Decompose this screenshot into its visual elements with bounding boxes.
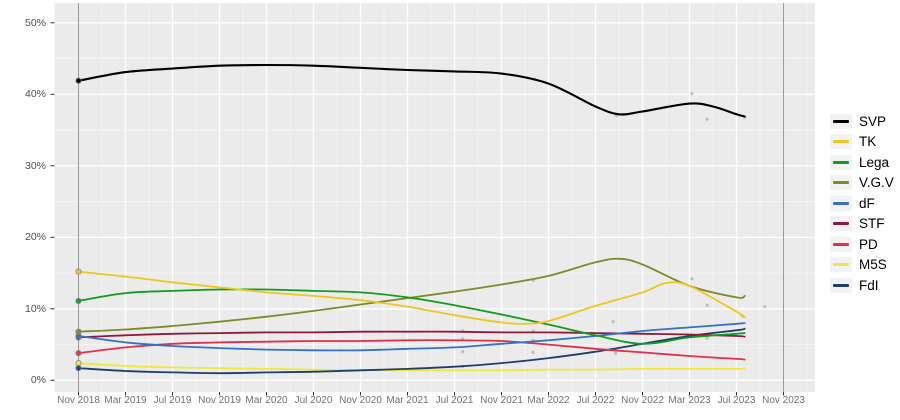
legend-label-FdI: FdI [859,277,879,293]
series-line-PD [77,339,746,361]
x-tick-label-Mar-2023: Mar 2023 [668,395,711,406]
axis-tick-marks [50,22,784,396]
legend-key-M5S [830,257,852,273]
legend-swatch-TK [833,140,849,144]
legend-label-PD: PD [859,236,878,252]
x-tick-label-Jul-2021: Jul 2021 [435,395,474,406]
x-tick-label-Mar-2022: Mar 2022 [527,395,570,406]
series-line-Lega [77,288,746,345]
x-tick-label-Jul-2023: Jul 2023 [717,395,756,406]
x-tick-label-Nov-2023: Nov 2023 [762,395,805,406]
x-tick-label-Mar-2020: Mar 2020 [245,395,288,406]
legend-label-STF: STF [859,216,885,232]
legend-item-Lega: Lega [830,152,894,173]
legend-swatch-V.G.V [833,181,849,185]
election-result-marker-Lega [75,297,82,305]
x-tick-label-Mar-2021: Mar 2021 [386,395,429,406]
legend-swatch-FdI [833,283,849,287]
legend-item-V.G.V: V.G.V [830,173,894,194]
legend-swatch-dF [833,201,849,205]
legend-key-Lega [830,154,852,170]
legend-key-SVP [830,113,852,129]
election-result-marker-SVP [75,77,82,84]
y-tick-label-50%: 50% [24,16,46,29]
election-result-marker-M5S [75,360,82,367]
legend-item-SVP: SVP [830,111,894,132]
legend-swatch-STF [833,222,849,226]
legend-item-STF: STF [830,214,894,235]
legend-swatch-M5S [833,263,849,267]
legend-item-PD: PD [830,234,894,255]
series-line-M5S [77,362,746,372]
x-tick-label-Nov-2022: Nov 2022 [621,395,664,406]
series-line-FdI [77,327,746,375]
x-tick-label-Jul-2019: Jul 2019 [153,395,192,406]
legend-item-FdI: FdI [830,275,894,296]
x-tick-label-Nov-2019: Nov 2019 [198,395,241,406]
x-tick-label-Jul-2022: Jul 2022 [576,395,615,406]
legend-swatch-Lega [833,160,849,164]
legend-key-STF [830,216,852,232]
x-tick-label-Nov-2018: Nov 2018 [57,395,100,406]
legend-label-SVP: SVP [859,113,887,129]
series-line-TK [77,270,746,325]
legend: SVP TK Lega V.G.V dF STF PD M5S FdI [830,111,894,296]
x-tick-label-Nov-2021: Nov 2021 [480,395,523,406]
legend-swatch-PD [833,242,849,246]
election-result-marker-FdI [75,365,82,372]
election-result-marker-PD [75,350,82,357]
y-tick-label-40%: 40% [24,88,46,101]
legend-key-TK [830,134,852,150]
legend-label-M5S: M5S [859,257,887,273]
legend-label-Lega: Lega [859,154,890,170]
series-line-V.G.V [77,257,746,333]
y-tick-label-20%: 20% [24,231,46,244]
series-line-dF [77,322,746,352]
legend-key-dF [830,195,852,211]
x-tick-label-Mar-2019: Mar 2019 [104,395,147,406]
y-tick-label-0%: 0% [30,374,46,387]
legend-label-TK: TK [859,134,877,150]
legend-item-dF: dF [830,193,894,214]
election-result-marker-V.G.V [75,328,82,335]
y-tick-label-10%: 10% [24,302,46,315]
legend-label-V.G.V: V.G.V [859,175,894,191]
legend-swatch-SVP [833,119,849,123]
x-tick-label-Nov-2020: Nov 2020 [339,395,382,406]
legend-label-dF: dF [859,195,875,211]
legend-key-PD [830,236,852,252]
legend-key-FdI [830,277,852,293]
series-line-SVP [77,63,746,118]
legend-item-TK: TK [830,132,894,153]
legend-key-V.G.V [830,175,852,191]
election-result-marker-TK [75,268,82,275]
y-tick-label-30%: 30% [24,159,46,172]
legend-item-M5S: M5S [830,255,894,276]
x-tick-label-Jul-2020: Jul 2020 [294,395,333,406]
series-line-STF [77,330,746,339]
